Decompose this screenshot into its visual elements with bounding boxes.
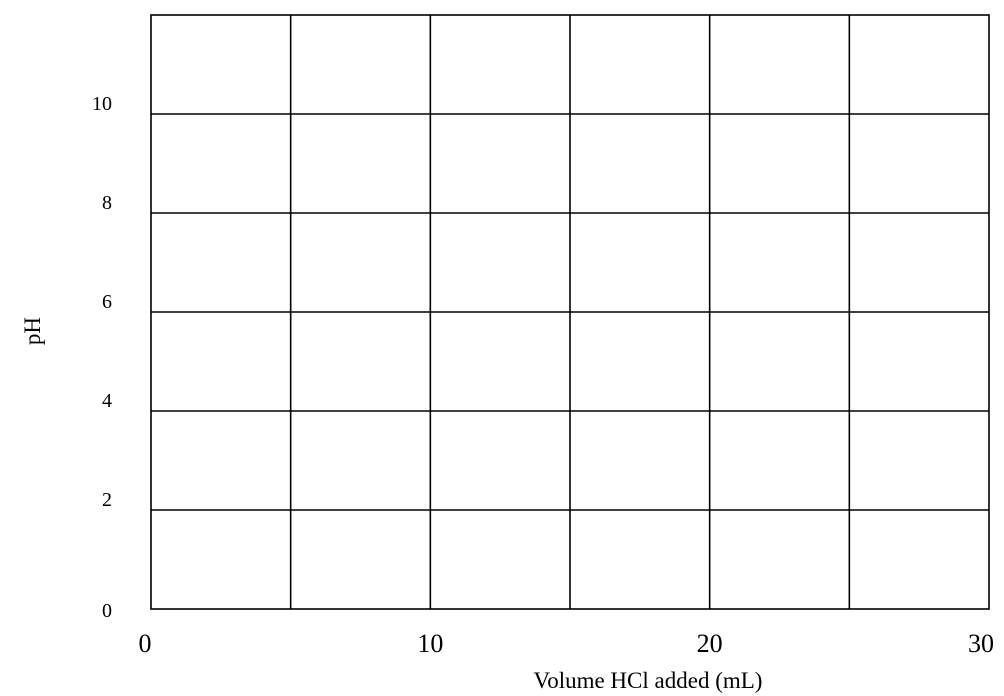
plot-frame — [150, 14, 990, 610]
y-tick-label: 4 — [102, 390, 112, 412]
y-tick-labels: 0 2 4 6 8 10 — [92, 93, 112, 622]
y-tick-label: 8 — [102, 192, 112, 214]
grid — [151, 15, 989, 609]
x-axis-label: Volume HCl added (mL) — [534, 668, 763, 693]
y-tick-label: 2 — [102, 489, 112, 511]
y-axis-label: pH — [20, 317, 45, 345]
x-tick-label: 0 — [139, 629, 152, 658]
x-tick-label: 20 — [697, 629, 723, 658]
y-tick-label: 10 — [92, 93, 112, 115]
y-tick-label: 0 — [102, 600, 112, 622]
x-tick-label: 30 — [968, 629, 994, 658]
x-tick-label: 10 — [417, 629, 443, 658]
x-tick-labels: 0 10 20 30 — [139, 629, 995, 658]
y-tick-label: 6 — [102, 291, 112, 313]
